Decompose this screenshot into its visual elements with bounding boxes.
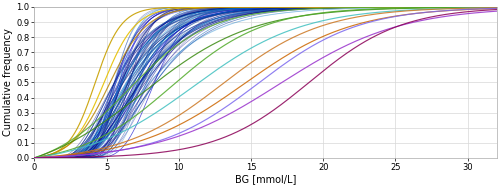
Y-axis label: Cumulative frequency: Cumulative frequency bbox=[4, 29, 14, 136]
X-axis label: BG [mmol/L]: BG [mmol/L] bbox=[235, 174, 296, 185]
